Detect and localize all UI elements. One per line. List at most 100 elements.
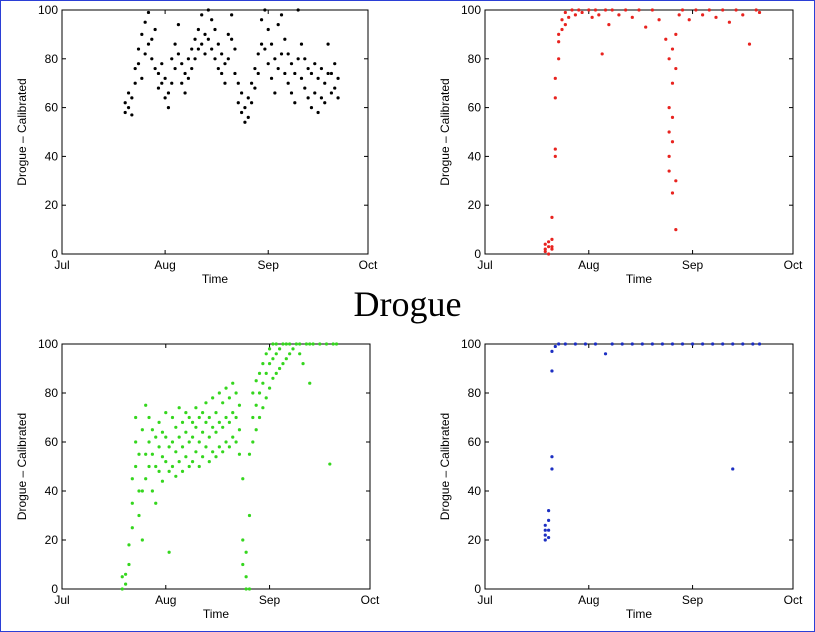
data-point (253, 86, 257, 90)
data-point (204, 401, 208, 405)
data-point (701, 342, 705, 346)
data-point (177, 460, 181, 464)
data-point (147, 440, 151, 444)
data-point (309, 71, 314, 76)
data-point (620, 342, 624, 346)
data-point (333, 86, 337, 90)
data-point (593, 8, 598, 12)
data-point (227, 445, 231, 449)
data-point (734, 8, 738, 12)
data-point (267, 386, 272, 390)
data-point (597, 13, 601, 17)
data-point (144, 403, 148, 407)
data-point (154, 501, 158, 505)
data-point (550, 245, 554, 249)
data-point (617, 13, 621, 17)
y-tick-label: 60 (45, 101, 59, 115)
data-point (323, 81, 327, 85)
y-tick-label: 40 (45, 149, 59, 163)
data-point (241, 477, 245, 481)
data-point (166, 91, 171, 95)
data-point (126, 91, 131, 95)
data-point (306, 66, 310, 71)
data-point (251, 391, 255, 395)
data-point (180, 62, 184, 66)
data-point (127, 543, 131, 547)
y-tick-label: 100 (38, 3, 58, 17)
x-tick-label: Aug (154, 258, 175, 272)
y-tick-label: 80 (45, 52, 59, 66)
data-point (150, 57, 154, 61)
data-point (254, 379, 258, 383)
data-point (637, 8, 641, 12)
data-point (694, 8, 698, 12)
data-point (547, 518, 551, 522)
data-point (186, 76, 190, 80)
data-point (221, 425, 225, 429)
data-point (630, 342, 634, 346)
data-point (278, 366, 282, 371)
data-point (137, 452, 141, 456)
data-point (311, 342, 315, 346)
data-point (267, 347, 272, 351)
data-point (134, 440, 138, 444)
slide-title: Drogue (353, 284, 462, 324)
data-point (210, 18, 214, 22)
data-point (674, 66, 678, 71)
data-point (206, 37, 210, 41)
data-point (326, 71, 330, 76)
data-point (288, 342, 292, 346)
data-point (298, 342, 302, 346)
data-point (214, 411, 218, 415)
data-point (249, 81, 254, 85)
y-tick-label: 80 (45, 386, 59, 400)
data-point (667, 154, 671, 158)
data-point (610, 342, 614, 346)
data-point (170, 464, 175, 469)
data-point (254, 403, 258, 407)
data-point (264, 371, 268, 375)
y-tick-label: 80 (468, 386, 482, 400)
data-point (220, 71, 224, 76)
data-point (557, 342, 561, 346)
y-tick-label: 0 (51, 247, 58, 261)
data-point (170, 440, 175, 444)
data-point (580, 10, 584, 15)
data-point (234, 440, 238, 444)
data-point (331, 342, 335, 346)
data-point (587, 8, 591, 12)
data-point (133, 66, 137, 71)
data-point (670, 81, 675, 85)
data-point (547, 528, 551, 532)
data-point (247, 587, 252, 591)
data-point (231, 381, 235, 385)
data-point (137, 489, 141, 493)
data-point (240, 91, 244, 95)
data-point (133, 81, 137, 85)
data-point (237, 428, 242, 432)
x-tick-label: Sep (682, 593, 704, 607)
data-point (213, 27, 217, 32)
data-point (543, 528, 547, 532)
data-point (153, 66, 157, 71)
data-point (157, 420, 161, 424)
data-point (257, 391, 262, 395)
data-point (667, 130, 671, 134)
data-point (550, 467, 554, 471)
data-point (553, 96, 557, 100)
data-point (261, 362, 265, 366)
data-point (173, 66, 177, 71)
x-axis-label: Time (626, 272, 653, 286)
data-point (224, 415, 228, 420)
x-tick-label: Jul (477, 593, 492, 607)
data-point (640, 342, 644, 346)
data-point (211, 425, 215, 429)
data-point (143, 20, 147, 24)
data-point (237, 452, 242, 456)
data-point (271, 342, 275, 346)
data-point (147, 415, 151, 420)
data-point (190, 66, 194, 71)
data-point (124, 572, 128, 576)
data-point (207, 415, 211, 420)
data-point (246, 96, 250, 100)
